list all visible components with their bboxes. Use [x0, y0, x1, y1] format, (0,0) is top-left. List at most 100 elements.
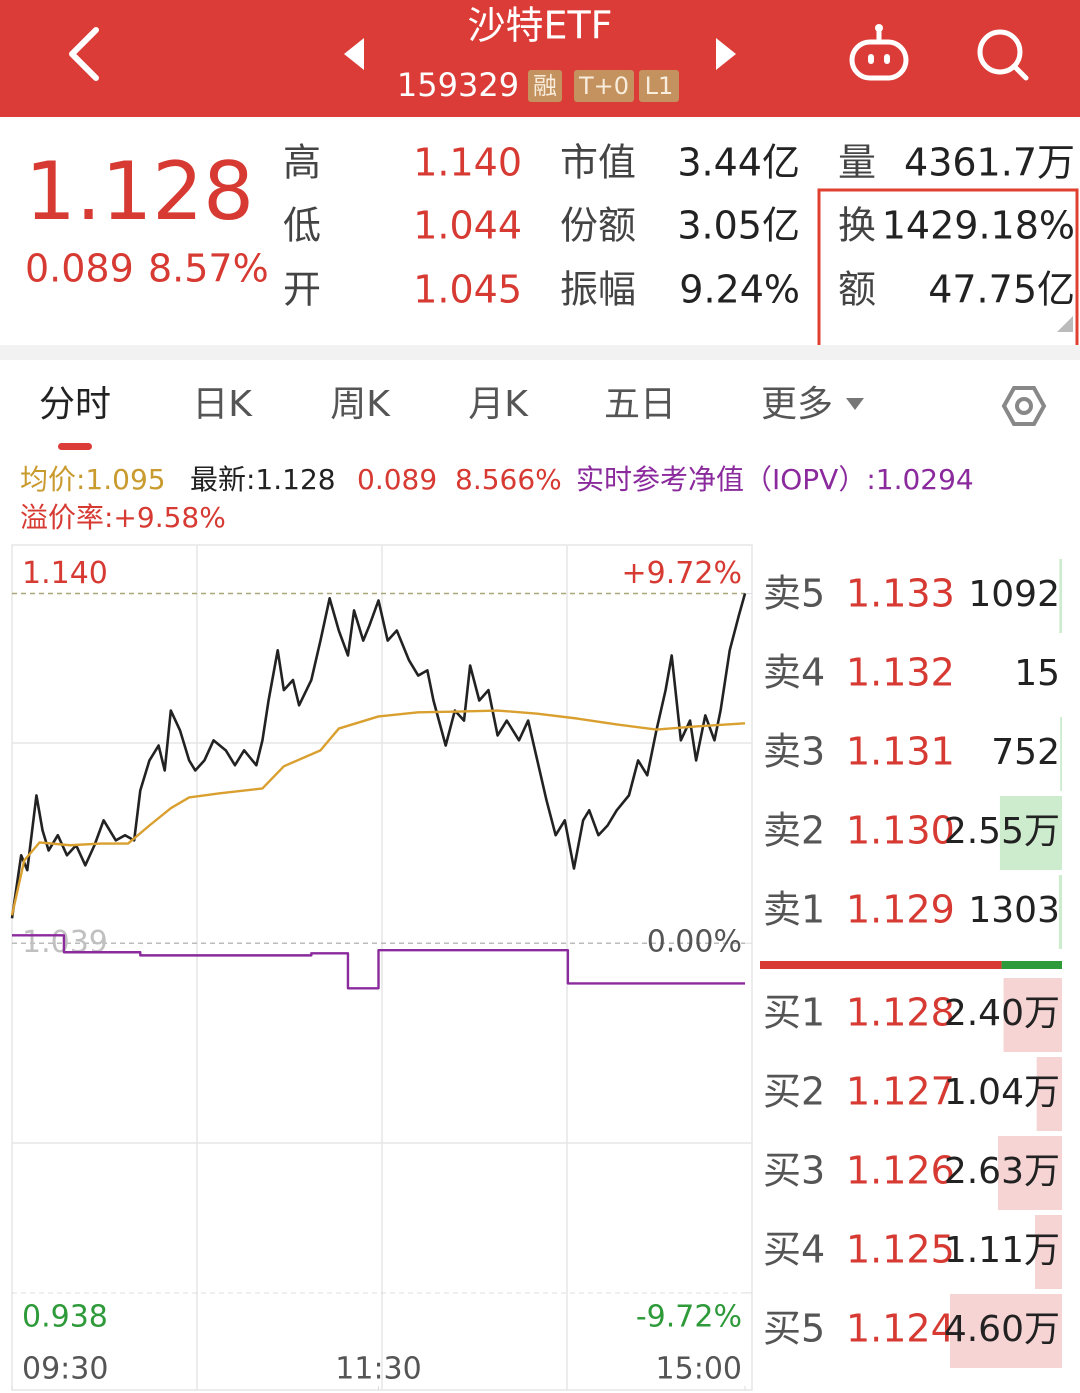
- stat-label: 振幅: [560, 268, 636, 312]
- level-label: 买4: [763, 1228, 825, 1272]
- info-change: 0.089: [357, 463, 437, 496]
- bid-ratio-bar: [760, 961, 1002, 969]
- stock-name: 沙特ETF: [467, 4, 612, 48]
- prev-button[interactable]: [344, 38, 364, 70]
- level-price: 1.124: [846, 1307, 955, 1351]
- tab[interactable]: 五日: [604, 384, 676, 425]
- price-line: [10, 709, 746, 916]
- stat-label: 低: [283, 204, 321, 248]
- stat-label: 换: [838, 204, 876, 248]
- avg-price: 均价:1.095: [20, 463, 166, 496]
- tag: 融: [533, 72, 557, 100]
- stat-label: 开: [283, 268, 321, 312]
- separator: [0, 345, 1080, 360]
- level-volume: 1.11万: [944, 1230, 1060, 1271]
- volume-bar: [999, 796, 1062, 870]
- volume-bar: [1058, 875, 1062, 949]
- tab[interactable]: 日K: [192, 384, 253, 425]
- tab-indicator: [58, 443, 92, 450]
- price-line: [10, 593, 747, 919]
- level-label: 卖1: [763, 888, 825, 932]
- tab[interactable]: 月K: [468, 384, 529, 425]
- tab[interactable]: 分时: [39, 384, 111, 425]
- level-label: 买3: [763, 1149, 825, 1193]
- level-label: 卖5: [763, 572, 825, 616]
- latest-price: 最新:1.128: [190, 463, 336, 496]
- stat-value: 1.044: [413, 204, 522, 248]
- level-price: 1.129: [846, 888, 955, 932]
- price-change: 0.089: [25, 247, 134, 291]
- tag: T+0: [578, 72, 629, 100]
- back-button[interactable]: [69, 27, 99, 81]
- stat-value: 47.75亿: [928, 268, 1075, 312]
- volume-bar: [1036, 1057, 1062, 1131]
- level-volume: 4.60万: [944, 1309, 1060, 1350]
- x-tick-label: 09:30: [22, 1352, 108, 1387]
- tag: L1: [645, 72, 674, 100]
- level-price: 1.132: [846, 651, 955, 695]
- level-price: 1.127: [846, 1070, 955, 1114]
- stat-value: 4361.7万: [904, 141, 1075, 185]
- level-volume: 1092: [968, 574, 1060, 615]
- level-label: 买5: [763, 1307, 825, 1351]
- level-label: 卖2: [763, 809, 825, 853]
- tag-bg: [639, 70, 679, 102]
- stat-label: 量: [838, 141, 876, 185]
- stat-value: 9.24%: [679, 268, 800, 312]
- level-price: 1.125: [846, 1228, 955, 1272]
- tag-bg: [528, 70, 562, 102]
- volume-bar: [1034, 1215, 1062, 1289]
- settings-button[interactable]: [1001, 386, 1047, 426]
- assistant-button[interactable]: [849, 24, 909, 81]
- premium-rate: 溢价率:+9.58%: [20, 501, 226, 534]
- tab[interactable]: 周K: [330, 384, 391, 425]
- stat-label: 市值: [560, 141, 636, 185]
- level-price: 1.126: [846, 1149, 955, 1193]
- tag-group: 融 T+0 L1: [528, 70, 679, 102]
- stat-value: 1.045: [413, 268, 522, 312]
- level-volume: 2.40万: [944, 993, 1060, 1034]
- iopv: 实时参考净值（IOPV）:1.0294: [576, 463, 974, 496]
- stat-value: 1429.18%: [882, 204, 1075, 248]
- level-price: 1.131: [846, 730, 955, 774]
- stat-value: 3.44亿: [677, 141, 800, 185]
- price-line: [12, 934, 745, 990]
- y2-tick-label: +9.72%: [622, 556, 742, 591]
- info-change-pct: 8.566%: [455, 463, 562, 496]
- price-change-pct: 8.57%: [148, 247, 269, 291]
- y2-tick-label: -9.72%: [636, 1299, 742, 1334]
- volume-bar: [1059, 559, 1062, 633]
- level-price: 1.128: [846, 991, 955, 1035]
- search-button[interactable]: [977, 29, 1029, 81]
- volume-bar: [1060, 717, 1062, 791]
- level-price: 1.130: [846, 809, 955, 853]
- level-label: 卖3: [763, 730, 825, 774]
- tag-bg: [574, 70, 634, 102]
- stat-label: 高: [283, 141, 321, 185]
- tab[interactable]: 更多: [761, 384, 833, 425]
- volume-bar: [950, 1294, 1062, 1368]
- next-button[interactable]: [716, 38, 736, 70]
- level-volume: 15: [1014, 653, 1060, 694]
- y2-tick-label: 0.00%: [647, 925, 742, 960]
- volume-bar: [997, 1136, 1062, 1210]
- volume-bar: [1003, 978, 1062, 1052]
- chart-frame: [11, 544, 753, 1391]
- level-price: 1.133: [846, 572, 955, 616]
- level-label: 买2: [763, 1070, 825, 1114]
- more-arrow: [846, 398, 864, 410]
- level-volume: 2.55万: [944, 811, 1060, 852]
- y-tick-label: 1.140: [22, 556, 108, 591]
- stat-value: 1.140: [413, 141, 522, 185]
- stat-label: 份额: [560, 204, 636, 248]
- order-book: 卖5 1.133 1092 卖4 1.132 15 卖3 1.131 752 卖2 1.1302.5…: [760, 559, 1062, 1368]
- stat-value: 3.05亿: [677, 204, 800, 248]
- stat-label: 额: [838, 268, 876, 312]
- level-volume: 1303: [968, 890, 1060, 931]
- expand-corner[interactable]: [1057, 316, 1073, 332]
- stock-code: 159329: [397, 66, 519, 104]
- level-volume: 1.04万: [944, 1072, 1060, 1113]
